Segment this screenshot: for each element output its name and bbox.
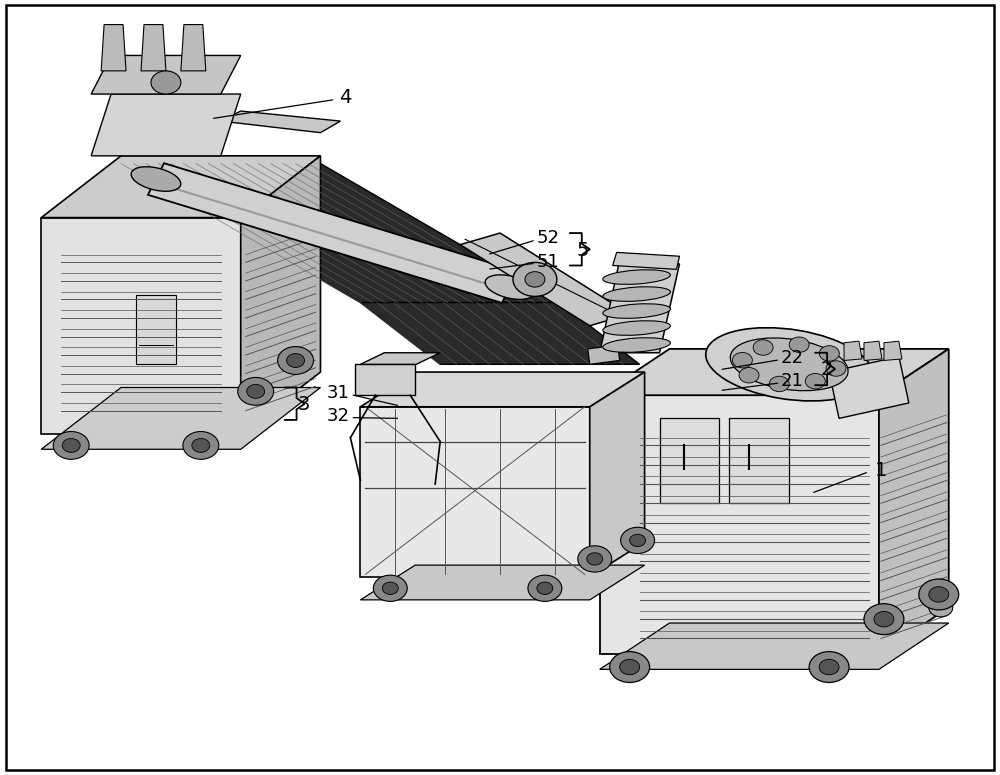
Polygon shape — [41, 218, 241, 434]
Polygon shape — [588, 345, 620, 364]
Text: 31: 31 — [327, 384, 350, 402]
Circle shape — [151, 71, 181, 94]
Ellipse shape — [603, 338, 670, 353]
Circle shape — [373, 575, 407, 601]
Polygon shape — [460, 233, 630, 326]
Circle shape — [183, 432, 219, 460]
Text: 2: 2 — [821, 360, 833, 379]
Polygon shape — [355, 364, 415, 395]
Polygon shape — [91, 94, 241, 156]
Polygon shape — [829, 356, 909, 418]
Polygon shape — [121, 164, 560, 302]
Circle shape — [238, 377, 274, 405]
Polygon shape — [181, 25, 206, 71]
Circle shape — [732, 353, 752, 368]
Ellipse shape — [730, 338, 848, 391]
Text: 3: 3 — [297, 395, 310, 414]
Text: 5: 5 — [577, 240, 589, 260]
Polygon shape — [600, 349, 949, 395]
Circle shape — [826, 361, 846, 376]
Polygon shape — [136, 294, 176, 364]
Circle shape — [819, 346, 839, 361]
Circle shape — [809, 652, 849, 683]
Ellipse shape — [603, 287, 670, 301]
Polygon shape — [141, 25, 166, 71]
Circle shape — [578, 546, 612, 572]
Circle shape — [525, 272, 545, 287]
Polygon shape — [884, 341, 902, 360]
Circle shape — [528, 575, 562, 601]
Circle shape — [620, 660, 640, 675]
Circle shape — [769, 376, 789, 391]
Circle shape — [739, 367, 759, 383]
Circle shape — [819, 660, 839, 675]
Polygon shape — [660, 418, 719, 503]
Circle shape — [287, 353, 305, 367]
Ellipse shape — [603, 270, 670, 284]
Circle shape — [513, 263, 557, 296]
Circle shape — [621, 527, 655, 553]
Text: 1: 1 — [875, 460, 887, 480]
Ellipse shape — [131, 167, 181, 191]
Ellipse shape — [485, 275, 535, 299]
Polygon shape — [91, 56, 241, 94]
Polygon shape — [360, 353, 440, 364]
Circle shape — [247, 384, 265, 398]
Ellipse shape — [603, 304, 670, 319]
Circle shape — [537, 582, 553, 594]
Circle shape — [278, 346, 314, 374]
Polygon shape — [600, 395, 879, 654]
Polygon shape — [360, 407, 590, 577]
Polygon shape — [148, 164, 518, 303]
Text: 4: 4 — [339, 88, 352, 108]
Polygon shape — [879, 349, 949, 654]
Circle shape — [587, 553, 603, 565]
Polygon shape — [41, 388, 320, 450]
Text: 22: 22 — [781, 350, 804, 367]
Text: 52: 52 — [536, 229, 559, 247]
Circle shape — [192, 439, 210, 453]
Polygon shape — [360, 372, 645, 407]
Circle shape — [874, 611, 894, 627]
Polygon shape — [360, 302, 640, 364]
Text: 21: 21 — [781, 372, 804, 391]
Text: 32: 32 — [327, 407, 350, 425]
Ellipse shape — [603, 321, 670, 336]
Circle shape — [62, 439, 80, 453]
Circle shape — [53, 432, 89, 460]
Circle shape — [753, 339, 773, 355]
Circle shape — [929, 598, 953, 617]
Polygon shape — [864, 341, 882, 360]
Polygon shape — [360, 565, 645, 600]
Polygon shape — [241, 156, 320, 434]
Polygon shape — [590, 372, 645, 577]
Polygon shape — [600, 260, 680, 353]
Text: 51: 51 — [536, 253, 559, 270]
Circle shape — [919, 579, 959, 610]
Polygon shape — [613, 253, 680, 270]
Polygon shape — [844, 341, 862, 360]
Circle shape — [630, 534, 646, 546]
Circle shape — [789, 337, 809, 353]
Polygon shape — [600, 623, 949, 670]
Circle shape — [382, 582, 398, 594]
Circle shape — [864, 604, 904, 635]
Ellipse shape — [706, 328, 873, 401]
Circle shape — [805, 374, 825, 389]
Circle shape — [610, 652, 650, 683]
Polygon shape — [101, 25, 126, 71]
Polygon shape — [729, 418, 789, 503]
Circle shape — [929, 587, 949, 602]
Polygon shape — [41, 156, 320, 218]
Polygon shape — [221, 111, 340, 133]
